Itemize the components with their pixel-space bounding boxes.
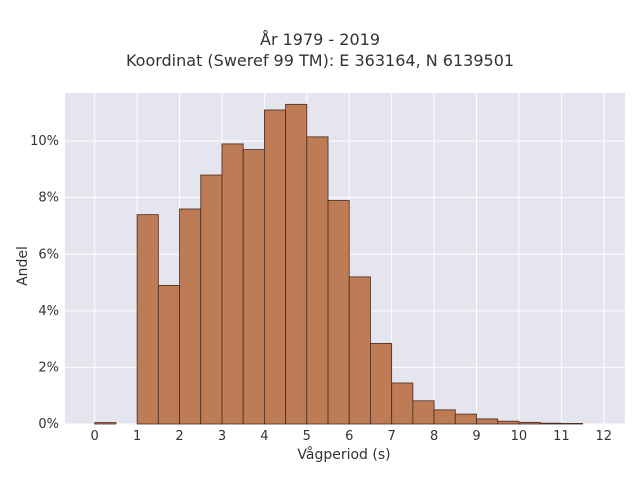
y-tick-label: 8%	[38, 191, 59, 206]
x-tick-label: 6	[345, 429, 353, 444]
histogram-bar	[370, 342, 393, 425]
chart-title: År 1979 - 2019	[260, 30, 380, 49]
x-tick-label: 9	[472, 429, 480, 444]
histogram-bar	[412, 400, 435, 425]
histogram-bar	[327, 200, 350, 425]
x-tick-label: 3	[218, 429, 226, 444]
x-tick-label: 7	[388, 429, 396, 444]
histogram-bar	[136, 214, 159, 425]
histogram-bar	[348, 276, 371, 425]
histogram-bar	[306, 136, 329, 425]
x-axis-label: Vågperiod (s)	[297, 447, 391, 463]
bars	[94, 103, 583, 425]
x-tick-label: 4	[260, 429, 268, 444]
histogram-bar	[433, 409, 456, 425]
histogram-bar	[476, 418, 499, 425]
histogram-bar	[454, 413, 477, 425]
histogram-bar	[242, 149, 265, 425]
y-tick-label: 2%	[38, 360, 59, 375]
histogram-bar	[200, 174, 223, 425]
x-tick-labels: 0 1 2 3 4 5 6 7 8 9 10 11 12	[91, 429, 613, 444]
x-tick-label: 10	[511, 429, 528, 444]
histogram-bar	[391, 382, 414, 425]
y-tick-label: 4%	[38, 304, 59, 319]
x-tick-label: 0	[91, 429, 99, 444]
x-tick-label: 1	[133, 429, 141, 444]
y-tick-labels: 0% 2% 4% 6% 8% 10%	[30, 134, 59, 432]
histogram-bar	[539, 422, 562, 425]
histogram-bar	[157, 284, 180, 425]
x-tick-label: 8	[430, 429, 438, 444]
y-tick-label: 0%	[38, 417, 59, 432]
histogram-bar	[221, 143, 244, 425]
histogram-bar	[179, 208, 202, 425]
x-tick-label: 5	[303, 429, 311, 444]
histogram-bar	[94, 422, 117, 425]
histogram-bar	[263, 109, 287, 425]
y-axis-label: Andel	[15, 246, 31, 286]
y-tick-label: 10%	[30, 134, 59, 149]
histogram-bar	[285, 103, 308, 425]
x-tick-label: 2	[175, 429, 183, 444]
chart-subtitle: Koordinat (Sweref 99 TM): E 363164, N 61…	[125, 51, 515, 70]
histogram-bar	[497, 420, 520, 425]
histogram-bar	[518, 421, 541, 425]
histogram-bar	[560, 423, 583, 425]
x-tick-label: 12	[596, 429, 613, 444]
y-tick-label: 6%	[38, 247, 59, 262]
x-tick-label: 11	[553, 429, 570, 444]
